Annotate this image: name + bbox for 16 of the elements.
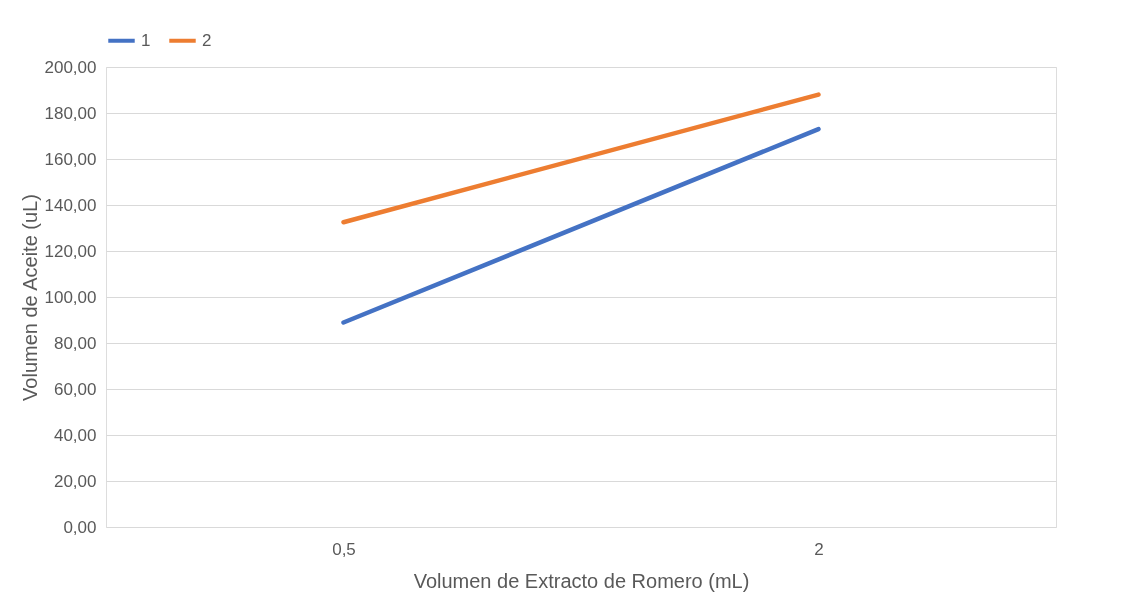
y-tick-label: 160,00	[44, 149, 97, 169]
x-tick-label: 0,5	[332, 539, 356, 559]
y-tick-label: 60,00	[53, 379, 97, 399]
y-tick-label: 180,00	[44, 103, 97, 123]
y-tick-label: 200,00	[44, 57, 97, 77]
y-tick-label: 120,00	[44, 241, 97, 261]
y-tick-label: 140,00	[44, 195, 97, 215]
y-tick-label: 0,00	[63, 517, 97, 537]
y-tick-label: 40,00	[53, 425, 97, 445]
x-axis-title: Volumen de Extracto de Romero (mL)	[413, 569, 750, 592]
y-tick-label: 100,00	[44, 287, 97, 307]
y-tick-label: 20,00	[53, 471, 97, 491]
y-tick-label: 80,00	[53, 333, 97, 353]
y-axis-title: Volumen de Aceite (uL)	[18, 194, 41, 401]
legend-label: 2	[202, 30, 212, 50]
legend-label: 1	[141, 30, 151, 50]
